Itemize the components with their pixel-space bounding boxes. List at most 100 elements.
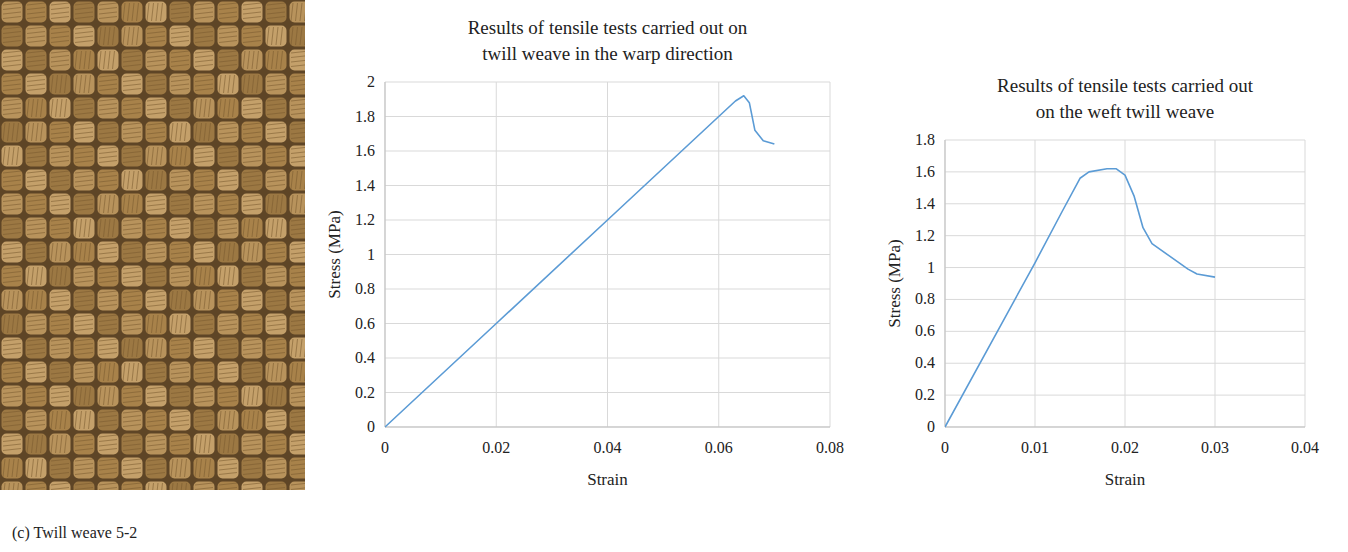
fiber — [84, 51, 86, 69]
fiber — [243, 104, 261, 106]
yarn-cell — [50, 362, 71, 383]
fiber — [147, 219, 165, 221]
fiber — [305, 195, 306, 213]
yarn-cell — [146, 338, 167, 359]
fiber — [219, 473, 237, 475]
fiber — [171, 99, 189, 101]
yarn-cell — [146, 362, 167, 383]
fiber — [243, 444, 261, 446]
fiber — [233, 99, 235, 117]
yarn-cell — [194, 2, 215, 23]
fiber — [171, 459, 173, 477]
fiber — [200, 435, 202, 453]
fiber — [51, 473, 69, 475]
yarn-cell — [122, 362, 143, 383]
x-tick-label: 0.03 — [1201, 439, 1229, 456]
yarn — [218, 146, 239, 167]
fiber — [75, 185, 93, 187]
fiber — [291, 396, 305, 398]
fiber — [3, 243, 21, 245]
fiber — [291, 416, 305, 418]
fiber — [27, 363, 45, 365]
fiber — [3, 12, 21, 14]
fiber — [171, 204, 189, 206]
fiber — [243, 315, 261, 317]
fiber — [123, 75, 141, 77]
yarn-cell — [266, 266, 287, 287]
fiber — [99, 84, 117, 86]
fiber — [171, 435, 189, 437]
yarn-cell — [290, 146, 306, 167]
yarn — [242, 2, 263, 23]
fiber — [137, 3, 139, 21]
yarn — [242, 146, 263, 167]
yarn-cell — [146, 74, 167, 95]
y-tick-label: 1.6 — [355, 142, 375, 159]
yarn-cell — [98, 410, 119, 431]
fiber — [219, 195, 237, 197]
yarn — [2, 194, 23, 215]
fiber — [99, 108, 117, 110]
yarn — [242, 482, 263, 491]
yarn-cell — [26, 314, 47, 335]
fiber — [123, 320, 141, 322]
fiber — [219, 65, 237, 67]
fiber — [147, 108, 165, 110]
fiber — [291, 80, 305, 82]
fiber — [27, 224, 45, 226]
fiber — [51, 12, 69, 14]
fiber — [75, 353, 93, 355]
yarn-cell — [74, 74, 95, 95]
fiber — [291, 483, 305, 485]
yarn-cell — [242, 338, 263, 359]
fiber — [156, 171, 158, 189]
yarn-cell — [98, 434, 119, 455]
yarn — [98, 314, 119, 335]
fiber — [75, 449, 93, 451]
fiber — [123, 257, 141, 259]
yarn-cell — [74, 218, 95, 239]
fiber — [291, 132, 305, 134]
yarn-cell — [194, 458, 215, 479]
fiber — [75, 315, 93, 317]
fiber — [27, 228, 45, 230]
y-tick-label: 2 — [367, 73, 375, 90]
yarn — [2, 410, 23, 431]
fiber — [219, 99, 221, 117]
fiber — [113, 387, 115, 405]
yarn-cell — [170, 386, 191, 407]
grid-line — [945, 140, 946, 427]
fiber — [99, 324, 117, 326]
fiber — [12, 483, 14, 490]
fiber — [75, 156, 93, 158]
yarn — [98, 50, 119, 71]
yarn — [26, 362, 47, 383]
yarn-cell — [26, 386, 47, 407]
yarn-cell — [242, 146, 263, 167]
yarn-cell — [74, 242, 95, 263]
fiber — [267, 459, 285, 461]
yarn-cell — [50, 50, 71, 71]
fiber — [147, 41, 165, 43]
fiber — [123, 65, 141, 67]
fiber — [176, 147, 178, 165]
yarn-cell — [170, 26, 191, 47]
yarn — [146, 26, 167, 47]
fiber — [195, 353, 213, 355]
fiber — [195, 396, 213, 398]
yarn-cell — [74, 98, 95, 119]
fiber — [257, 411, 259, 429]
yarn-cell — [2, 170, 23, 191]
yarn — [194, 98, 215, 119]
fiber — [291, 320, 305, 322]
yarn — [74, 338, 95, 359]
fiber — [147, 99, 165, 101]
fiber — [219, 392, 237, 394]
fiber — [12, 459, 14, 477]
fiber — [27, 248, 45, 250]
fiber — [99, 473, 117, 475]
fiber — [75, 281, 93, 283]
yarn-cell — [98, 386, 119, 407]
yarn-cell — [98, 98, 119, 119]
fiber — [195, 27, 213, 29]
